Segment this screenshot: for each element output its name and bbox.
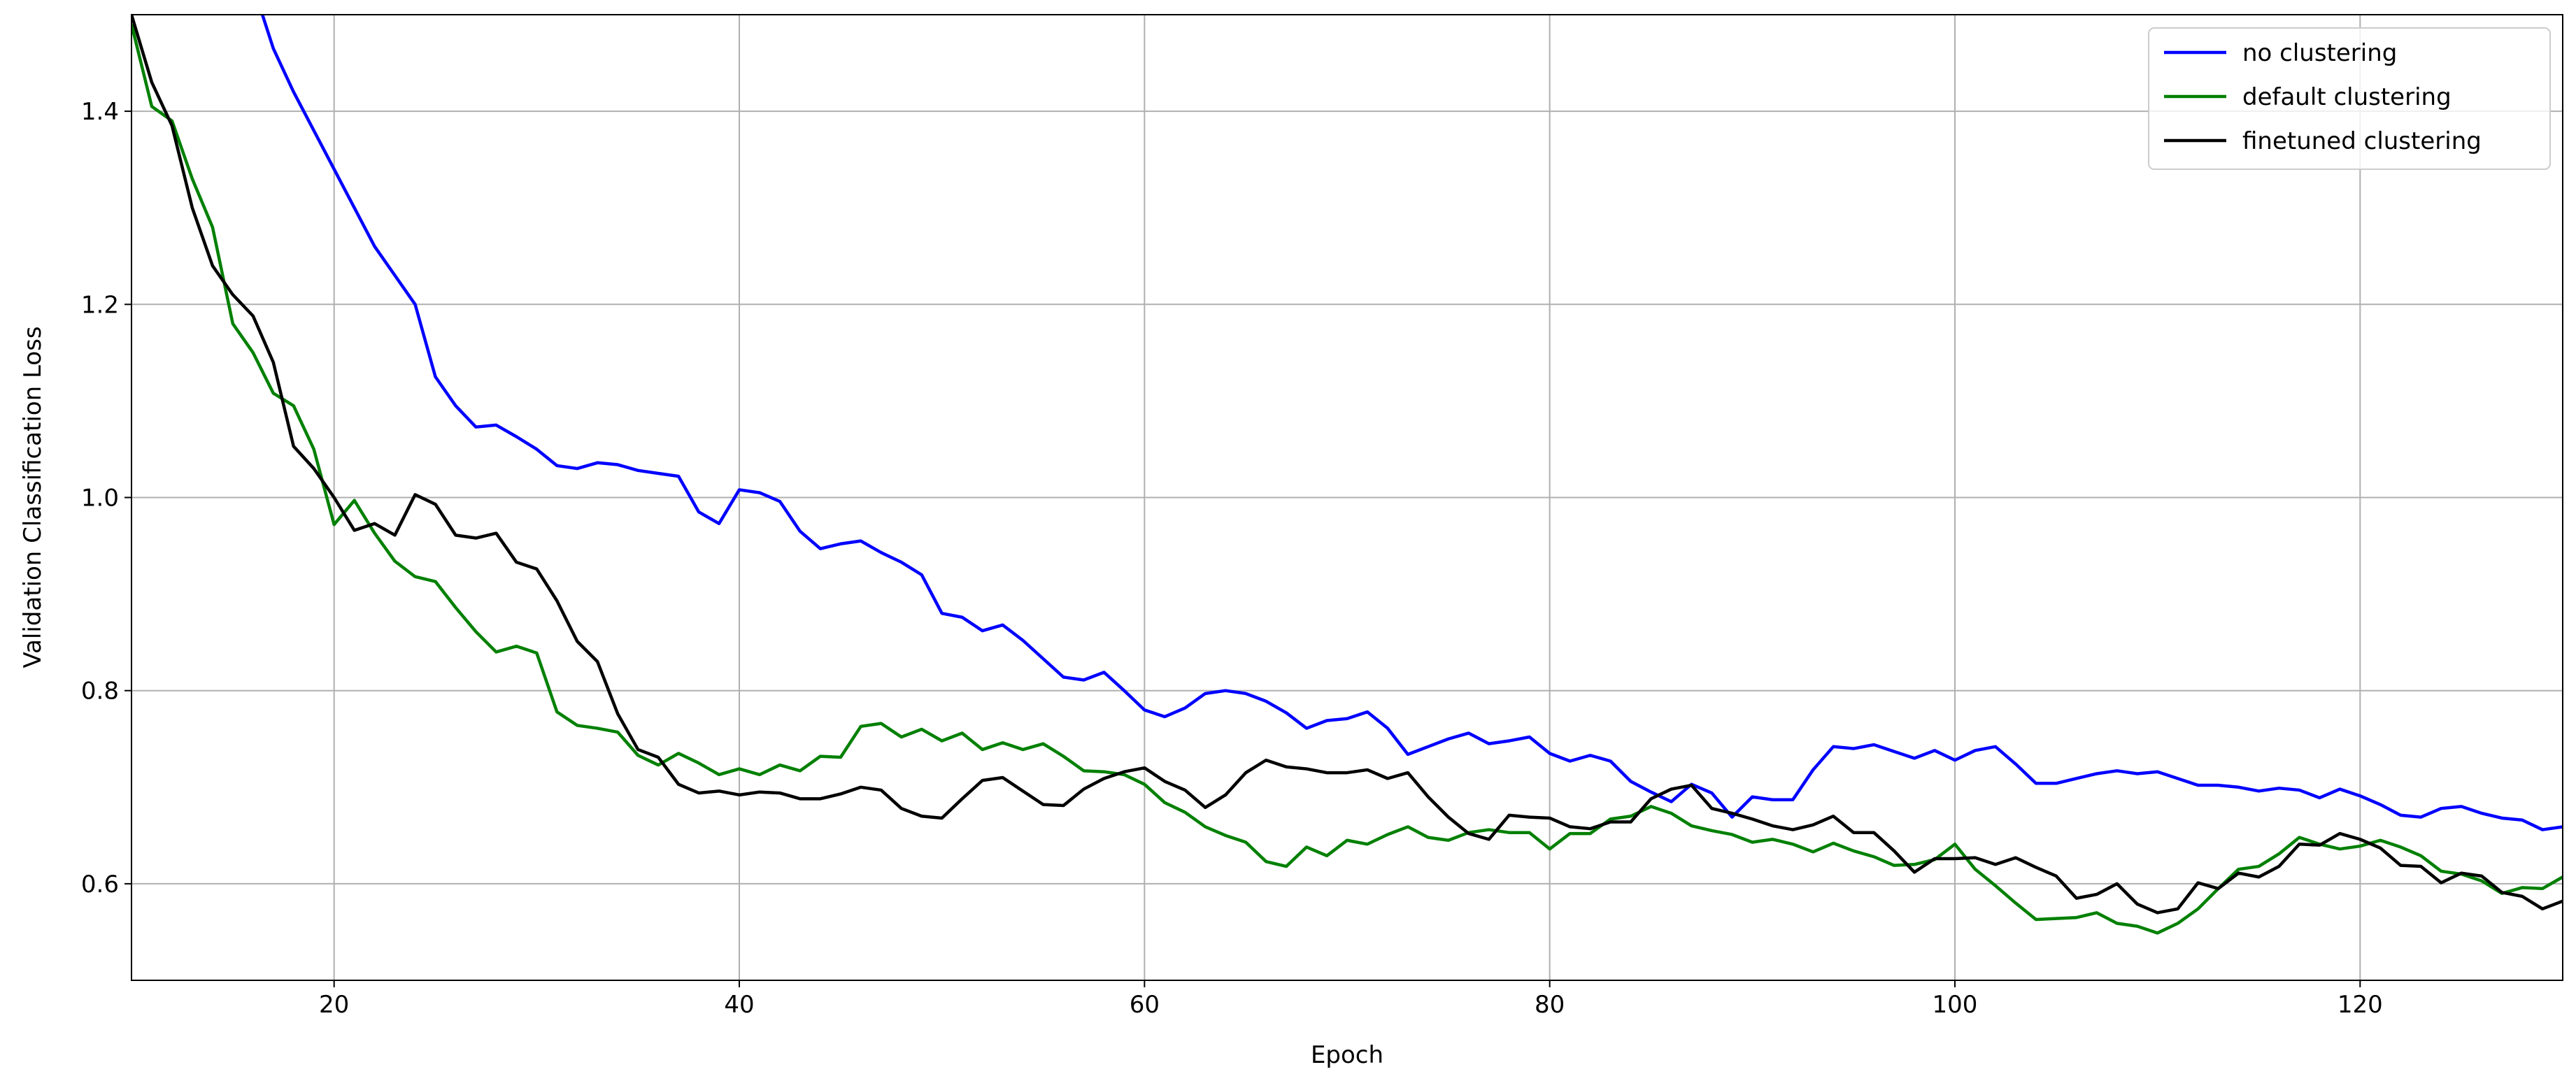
series-line xyxy=(131,24,2563,935)
x-tick-label: 120 xyxy=(2337,991,2383,1019)
x-tick-label: 20 xyxy=(319,991,349,1019)
y-tick-label: 0.8 xyxy=(81,678,119,706)
ticks: 20 40 60 80 100 120 0.6 0.8 1.0 1.2 1.4 xyxy=(81,98,2383,1019)
y-tick-label: 1.2 xyxy=(81,291,119,319)
legend-label: default clustering xyxy=(2242,83,2452,111)
x-tick-label: 100 xyxy=(1933,991,1978,1019)
y-tick-label: 1.0 xyxy=(81,485,119,513)
x-tick-label: 60 xyxy=(1130,991,1160,1019)
legend-label: no clustering xyxy=(2242,39,2397,67)
series-line xyxy=(260,15,2563,831)
series-line xyxy=(131,15,2563,915)
x-tick-label: 40 xyxy=(724,991,754,1019)
x-tick-label: 80 xyxy=(1535,991,1565,1019)
y-tick-label: 0.6 xyxy=(81,871,119,899)
y-axis-label: Validation Classification Loss xyxy=(19,326,47,668)
legend: no clustering default clustering finetuned… xyxy=(2148,27,2551,170)
y-tick-label: 1.4 xyxy=(81,98,119,126)
plot-lines xyxy=(131,15,2563,935)
x-axis-label: Epoch xyxy=(1311,1041,1383,1069)
legend-label: finetuned clustering xyxy=(2242,127,2482,155)
legend-box xyxy=(2148,27,2551,170)
grid xyxy=(131,15,2563,980)
